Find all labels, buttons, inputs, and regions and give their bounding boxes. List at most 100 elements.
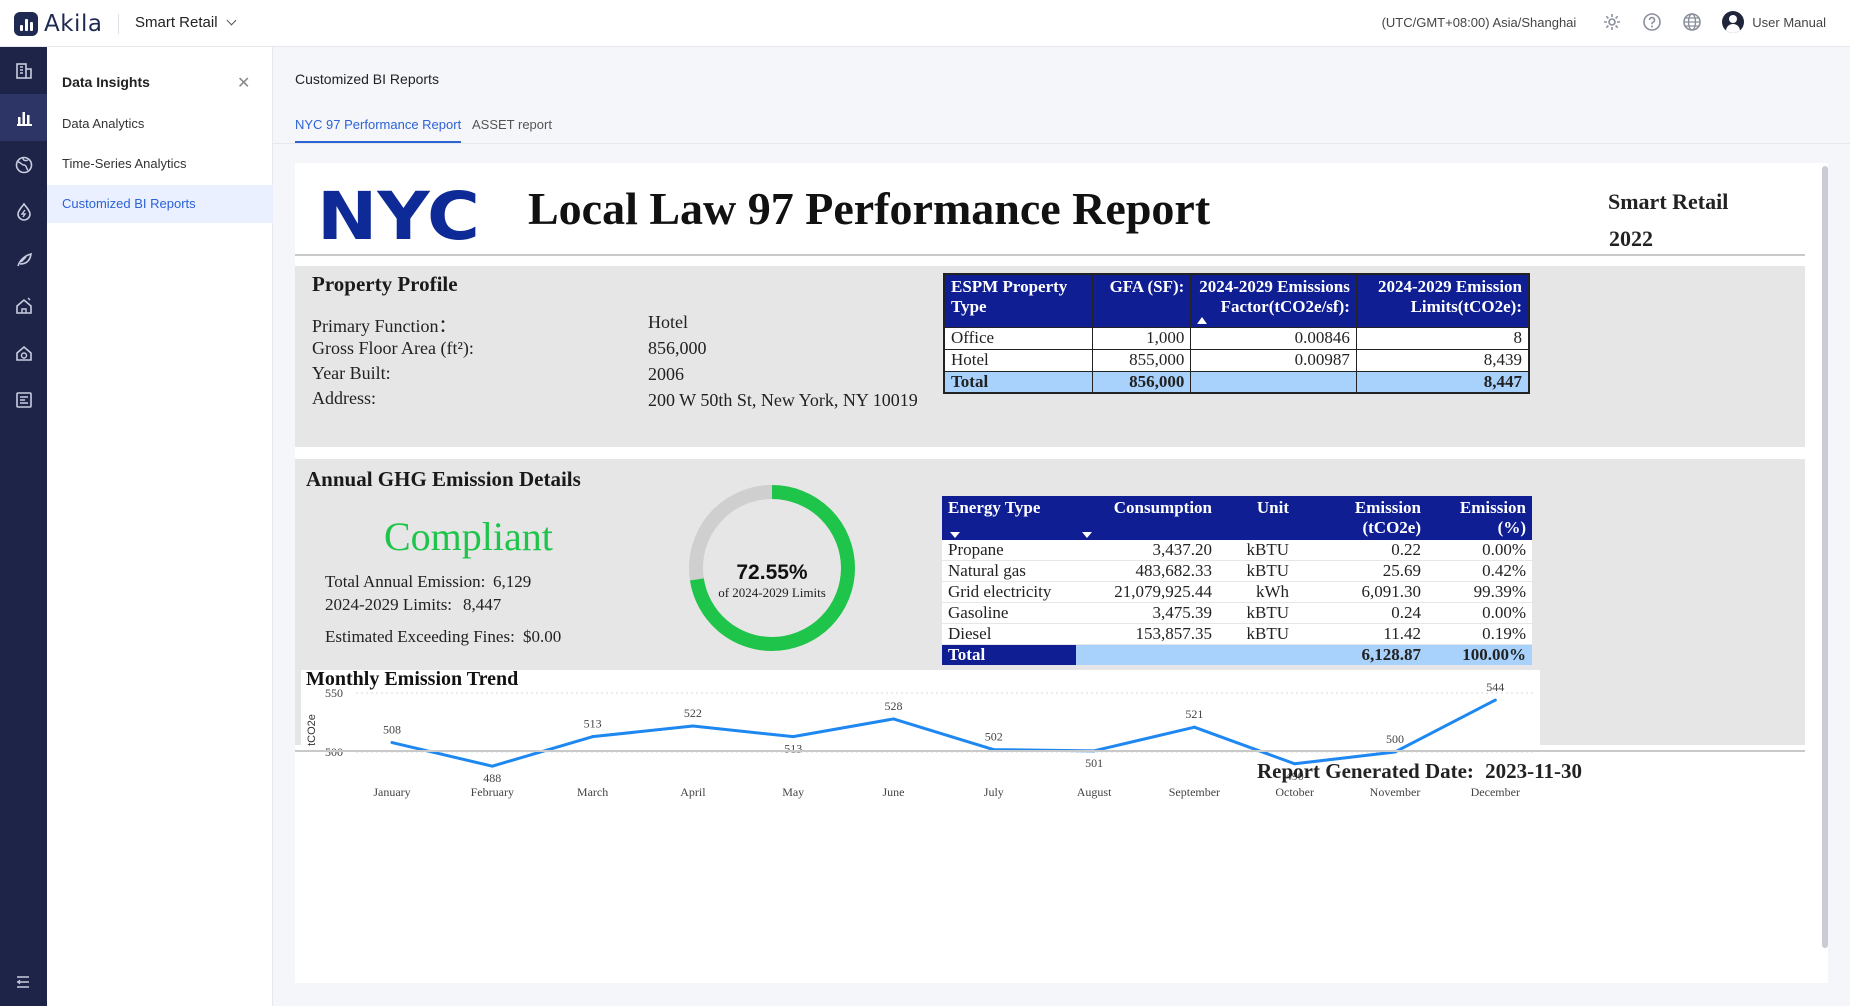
x-tick-label: May bbox=[782, 785, 804, 799]
generated-date-value: 2023-11-30 bbox=[1485, 759, 1582, 783]
data-label: 501 bbox=[1085, 756, 1103, 770]
col-header-energy-type[interactable]: Energy Type bbox=[942, 496, 1076, 540]
col-header-emission-limits[interactable]: 2024-2029 Emission Limits(tCO2e): bbox=[1355, 273, 1530, 328]
header-divider bbox=[295, 254, 1805, 256]
donut-subtitle: of 2024-2029 Limits bbox=[718, 585, 826, 600]
limit-donut-chart bbox=[689, 485, 855, 651]
limits-value: 8,447 bbox=[463, 595, 502, 614]
user-menu[interactable]: User Manual bbox=[1722, 11, 1826, 33]
cell-unit: kWh bbox=[1218, 581, 1295, 603]
data-label: 502 bbox=[985, 730, 1003, 744]
cell-total-factor bbox=[1190, 370, 1357, 394]
col-header-consumption[interactable]: Consumption bbox=[1076, 496, 1218, 540]
sort-desc-icon[interactable] bbox=[1082, 532, 1092, 538]
data-label: 522 bbox=[684, 706, 702, 720]
donut-percent: 72.55% bbox=[736, 561, 808, 584]
akila-logo-icon bbox=[14, 12, 38, 36]
cell-emission: 0.24 bbox=[1295, 602, 1427, 624]
top-bar: Akila Smart Retail (UTC/GMT+08:00) Asia/… bbox=[0, 0, 1850, 47]
nav-sprout-icon[interactable] bbox=[0, 235, 47, 282]
x-tick-label: June bbox=[883, 785, 905, 799]
cell-energy-type: Natural gas bbox=[942, 560, 1076, 582]
col-header-gfa[interactable]: GFA (SF): bbox=[1091, 273, 1192, 328]
cell-consumption: 21,079,925.44 bbox=[1076, 581, 1218, 603]
data-label: 490 bbox=[1286, 769, 1304, 783]
table-header-row: Energy Type Consumption Unit Emission (t… bbox=[942, 496, 1532, 540]
x-tick-label: October bbox=[1275, 785, 1314, 799]
table-row: Gasoline 3,475.39 kBTU 0.24 0.00% bbox=[942, 602, 1532, 624]
year-built-label: Year Built: bbox=[312, 363, 391, 383]
x-tick-label: January bbox=[373, 785, 410, 799]
cell-type: Office bbox=[943, 326, 1093, 350]
timezone-label[interactable]: (UTC/GMT+08:00) Asia/Shanghai bbox=[1381, 14, 1577, 30]
logo-text: Akila bbox=[44, 11, 103, 37]
col-header-property-type[interactable]: ESPM Property Type bbox=[943, 273, 1093, 328]
data-label: 521 bbox=[1185, 707, 1203, 721]
address-label: Address: bbox=[312, 388, 376, 408]
nav-building-icon[interactable] bbox=[0, 47, 47, 94]
chevron-down-icon bbox=[226, 15, 236, 26]
subnav-item-time-series-analytics[interactable]: Time-Series Analytics bbox=[62, 156, 187, 171]
cell-total-gfa: 856,000 bbox=[1091, 370, 1192, 394]
data-point bbox=[591, 735, 595, 739]
col-header-emission-factor[interactable]: 2024-2029 Emissions Factor(tCO2e/sf): bbox=[1190, 273, 1357, 328]
nav-report-icon[interactable] bbox=[0, 376, 47, 423]
tab-asset-report[interactable]: ASSET report bbox=[472, 117, 552, 132]
col-header-consumption-label: Consumption bbox=[1113, 498, 1212, 517]
cell-emission-pct: 0.42% bbox=[1427, 560, 1532, 582]
sort-asc-icon[interactable] bbox=[1197, 316, 1208, 324]
data-point bbox=[490, 764, 494, 768]
col-header-unit[interactable]: Unit bbox=[1218, 496, 1295, 540]
data-point bbox=[1192, 725, 1196, 729]
cell-emission: 25.69 bbox=[1295, 560, 1427, 582]
primary-function-value: Hotel bbox=[648, 312, 688, 332]
tab-nyc-97-performance-report[interactable]: NYC 97 Performance Report bbox=[295, 117, 462, 143]
close-icon[interactable]: ✕ bbox=[237, 75, 251, 92]
year-built-value: 2006 bbox=[648, 364, 684, 384]
help-icon[interactable] bbox=[1642, 12, 1662, 32]
cell-total-unit bbox=[1218, 644, 1295, 666]
sort-desc-icon[interactable] bbox=[950, 532, 960, 538]
donut-progress-arc bbox=[689, 485, 855, 651]
data-label: 528 bbox=[885, 699, 903, 713]
report-year: 2022 bbox=[1609, 226, 1653, 251]
col-header-emission[interactable]: Emission (tCO2e) bbox=[1295, 496, 1427, 540]
total-emission-label: Total Annual Emission: bbox=[325, 572, 486, 591]
col-header-emission-factor-label: 2024-2029 Emissions Factor(tCO2e/sf): bbox=[1199, 277, 1350, 316]
globe-icon[interactable] bbox=[1682, 12, 1702, 32]
x-tick-label: December bbox=[1471, 785, 1520, 799]
subnav-item-data-analytics[interactable]: Data Analytics bbox=[62, 116, 145, 131]
x-tick-label: February bbox=[471, 785, 514, 799]
cell-gfa: 1,000 bbox=[1091, 326, 1192, 350]
report-scrollbar[interactable] bbox=[1822, 166, 1828, 948]
cell-type: Hotel bbox=[943, 348, 1093, 372]
cell-limit: 8,439 bbox=[1355, 348, 1530, 372]
nav-energy-drop-icon[interactable] bbox=[0, 188, 47, 235]
data-point bbox=[791, 735, 795, 739]
compliance-status: Compliant bbox=[384, 514, 553, 559]
nav-home-shield-icon[interactable] bbox=[0, 329, 47, 376]
nav-globe-icon[interactable] bbox=[0, 141, 47, 188]
svg-text:NYC: NYC bbox=[317, 183, 480, 245]
cell-energy-type: Grid electricity bbox=[942, 581, 1076, 603]
property-profile-panel: Property Profile Primary Function： Hotel… bbox=[295, 266, 1805, 447]
subnav-item-customized-bi-reports[interactable]: Customized BI Reports bbox=[47, 185, 273, 223]
collapse-menu-icon[interactable] bbox=[15, 975, 31, 994]
cell-emission-pct: 0.19% bbox=[1427, 623, 1532, 645]
nav-home-sun-icon[interactable] bbox=[0, 282, 47, 329]
tabs-divider bbox=[273, 143, 1850, 144]
nav-bar-chart-icon[interactable] bbox=[0, 94, 47, 141]
col-header-emission-pct[interactable]: Emission (%) bbox=[1427, 496, 1532, 540]
gross-floor-area-value: 856,000 bbox=[648, 338, 707, 358]
table-row: Office 1,000 0.00846 8 bbox=[943, 326, 1530, 350]
property-profile-heading: Property Profile bbox=[312, 272, 458, 296]
settings-icon[interactable] bbox=[1602, 12, 1622, 32]
app-switcher[interactable]: Smart Retail bbox=[135, 14, 236, 31]
footer-divider bbox=[295, 750, 1805, 752]
data-label: 508 bbox=[383, 723, 401, 737]
data-label: 513 bbox=[784, 742, 802, 756]
emission-heading: Annual GHG Emission Details bbox=[306, 467, 581, 491]
table-header-row: ESPM Property Type GFA (SF): 2024-2029 E… bbox=[943, 273, 1530, 328]
app-logo[interactable]: Akila bbox=[14, 11, 102, 37]
y-axis-label: tCO2e bbox=[306, 714, 318, 746]
